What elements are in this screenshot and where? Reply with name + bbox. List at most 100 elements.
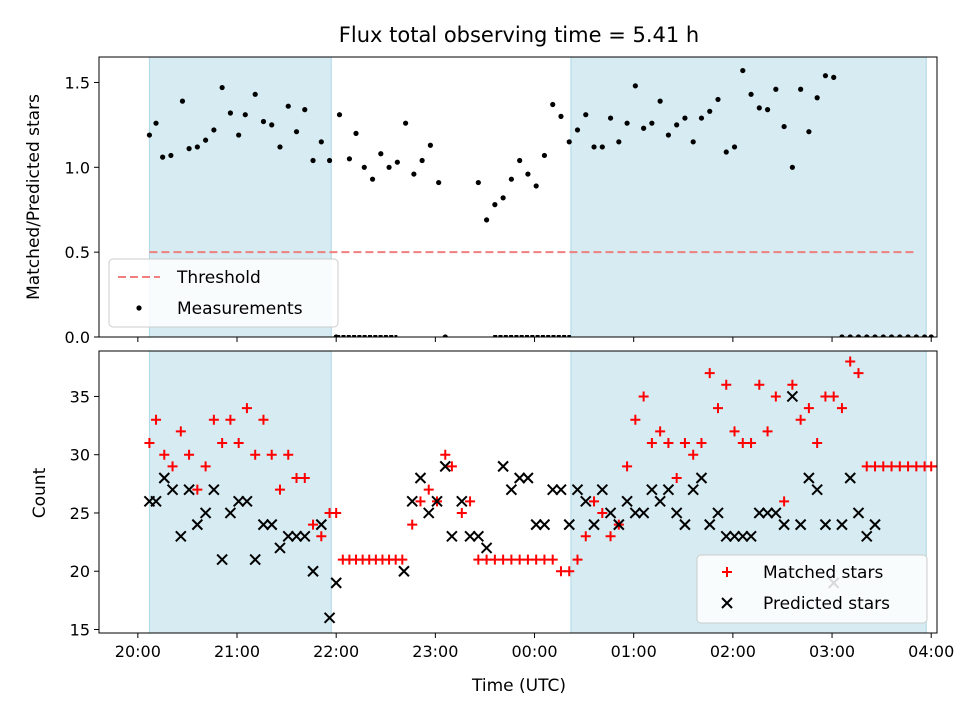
predicted-stars-point: [695, 472, 708, 484]
measurement-point: [591, 144, 597, 150]
measurement-point: [285, 103, 291, 109]
matched-stars-point: [746, 438, 757, 449]
predicted-stars-point: [257, 518, 270, 531]
matched-stars-point: [200, 461, 211, 472]
predicted-stars-point: [604, 507, 617, 519]
matched-stars-point: [258, 414, 269, 425]
matched-stars-point: [274, 484, 285, 495]
predicted-stars-point: [861, 530, 873, 542]
predicted-stars-point: [704, 518, 716, 531]
matched-stars-point: [547, 554, 558, 565]
measurement-point: [707, 108, 713, 114]
predicted-stars-point: [224, 507, 237, 519]
measurement-point: [252, 91, 258, 97]
predicted-stars-point: [869, 518, 881, 531]
measurement-point: [781, 123, 787, 130]
legend-matched-label: Matched stars: [763, 563, 883, 583]
predicted-stars-point: [423, 507, 435, 519]
matched-stars-point: [192, 484, 203, 495]
legend-top-box: [108, 258, 339, 328]
matched-stars-point: [456, 507, 467, 518]
matched-stars-point: [580, 531, 591, 542]
measurement-point: [153, 120, 159, 126]
measurement-point: [723, 149, 729, 155]
y-tick-label-top: 1.0: [65, 158, 90, 177]
panel-top: 0.0 0.5 1.0 1.5: [65, 56, 938, 347]
plot-layer: 0.0 0.5 1.0 1.5 15 20 25 30 35 20:00 21:00 22:00 23:…: [65, 56, 954, 661]
measurement-point: [277, 144, 283, 150]
x-tick-label: 02:00: [710, 642, 756, 661]
matched-stars-point: [671, 473, 682, 484]
measurement-point: [864, 334, 870, 337]
measurement-point: [715, 96, 721, 103]
predicted-stars-point: [216, 553, 228, 566]
measurement-point: [928, 334, 934, 337]
measurement-point: [541, 152, 548, 159]
measurement-point: [599, 144, 605, 150]
shaded-interval-bottom-0: [149, 351, 332, 633]
predicted-stars-point: [307, 565, 319, 577]
predicted-stars-point: [621, 495, 633, 508]
predicted-stars-point: [330, 577, 342, 589]
predicted-stars-point: [803, 472, 815, 484]
measurement-point: [500, 195, 506, 201]
matched-stars-point: [779, 496, 790, 507]
predicted-stars-point: [588, 518, 600, 531]
predicted-stars-point: [596, 483, 609, 496]
predicted-stars-point: [852, 507, 865, 519]
predicted-stars-point: [522, 472, 534, 484]
predicted-stars-point: [191, 518, 204, 531]
predicted-stars-point: [266, 518, 278, 531]
measurement-point: [698, 115, 705, 121]
measurement-point: [641, 125, 647, 131]
measurement-point: [814, 95, 820, 101]
measurement-point: [731, 144, 738, 150]
predicted-stars-point: [398, 565, 410, 577]
measurement-point: [378, 151, 384, 157]
predicted-stars-point: [166, 483, 179, 496]
measurement-point: [822, 73, 829, 79]
measurement-point: [566, 139, 572, 145]
matched-stars-point: [803, 403, 814, 414]
x-tick-label: 00:00: [511, 642, 557, 661]
measurement-point: [922, 334, 928, 337]
measurement-point: [436, 179, 442, 186]
matched-stars-point: [167, 461, 178, 472]
matched-stars-point: [696, 438, 707, 449]
predicted-stars-point: [811, 483, 823, 496]
predicted-stars-point: [274, 542, 286, 554]
matched-stars-point: [688, 449, 699, 460]
measurement-point: [269, 122, 275, 128]
measurement-point: [353, 130, 359, 136]
measurement-point: [203, 137, 209, 143]
matched-stars-point: [208, 414, 219, 425]
predicted-stars-point: [497, 460, 509, 473]
measurement-point: [194, 144, 200, 150]
measurement-point: [607, 115, 614, 121]
matched-stars-point: [225, 414, 236, 425]
measurement-point: [302, 107, 308, 113]
measurement-point: [913, 334, 919, 337]
measurement-point: [517, 157, 523, 164]
measurement-point: [508, 176, 514, 182]
legend-bottom: Matched stars Predicted stars: [696, 554, 928, 624]
measurement-point: [682, 115, 688, 121]
matched-stars-point: [241, 403, 252, 414]
matched-stars-point: [407, 519, 418, 530]
matched-stars-point: [564, 566, 575, 577]
predicted-stars-point: [199, 507, 212, 519]
measurement-point: [550, 101, 556, 108]
matched-stars-point: [932, 461, 937, 472]
measurement-point: [872, 334, 878, 337]
matched-stars-point: [812, 438, 823, 449]
predicted-stars-point: [654, 495, 666, 508]
matched-stars-point: [266, 449, 277, 460]
measurement-point: [403, 120, 409, 126]
predicted-stars-point: [844, 472, 856, 484]
measurement-point: [773, 86, 779, 92]
predicted-stars-point: [282, 530, 294, 542]
measurement-point: [293, 129, 300, 135]
measurement-point: [888, 334, 895, 337]
matched-stars-point: [159, 449, 170, 460]
matched-stars-point: [331, 507, 342, 518]
